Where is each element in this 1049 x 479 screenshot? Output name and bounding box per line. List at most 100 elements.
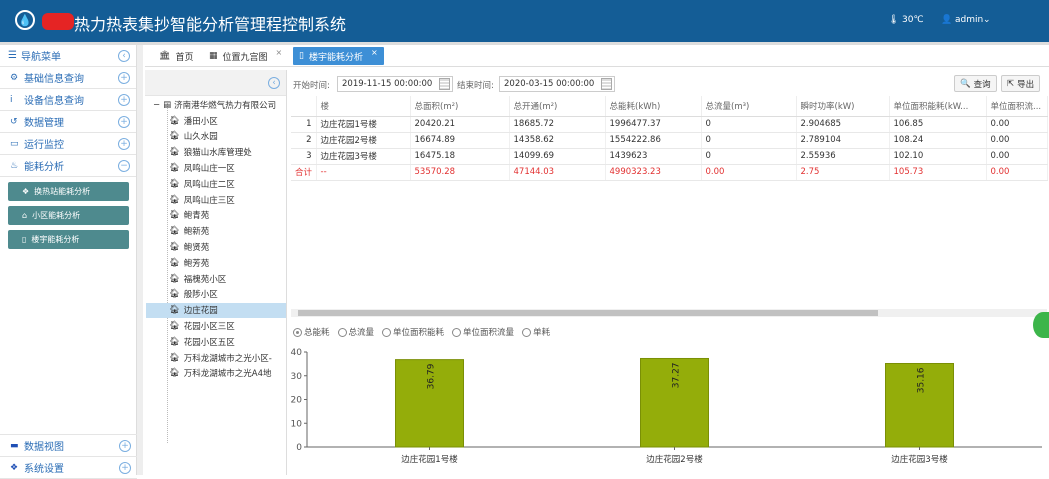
home-icon: 🏠︎ bbox=[169, 305, 180, 316]
column-header[interactable]: 总流量(m³) bbox=[701, 96, 797, 117]
table-cell: 2 bbox=[291, 132, 317, 149]
sidebar-item-2[interactable]: ↺ 数据管理 + bbox=[0, 111, 136, 133]
tree-node[interactable]: 🏠︎ 凤鸣山庄一区 bbox=[169, 160, 286, 175]
tree-node[interactable]: 🏠︎ 福槐苑小区 bbox=[169, 271, 286, 286]
table-horizontal-scrollbar[interactable] bbox=[291, 309, 1047, 317]
bar-data-label: 37.27 bbox=[672, 362, 682, 388]
end-time-label: 结束时间: bbox=[457, 81, 494, 91]
building-icon: ▯ bbox=[22, 235, 27, 244]
calendar-icon[interactable] bbox=[601, 78, 612, 90]
scrollbar-thumb[interactable] bbox=[298, 310, 878, 316]
tab-home[interactable]: 🏛 首页 bbox=[153, 47, 199, 65]
expand-toggle-icon[interactable]: + bbox=[118, 115, 130, 128]
sidebar-item-0[interactable]: ⚙ 基础信息查询 + bbox=[0, 67, 136, 89]
tab-location-grid[interactable]: ▦ 位置九宫图 × bbox=[203, 47, 288, 65]
radio-label: 总能耗 bbox=[304, 328, 330, 338]
tree-toolbar: ‹ bbox=[145, 70, 286, 96]
tree-root[interactable]: − ▤ 济南港华燃气热力有限公司 bbox=[153, 97, 276, 112]
column-header[interactable]: 单位面积流... bbox=[986, 96, 1048, 117]
end-time-input[interactable]: 2020-03-15 00:00:00 bbox=[499, 76, 615, 92]
end-time-value: 2020-03-15 00:00:00 bbox=[504, 79, 595, 89]
tree-node[interactable]: 🏠︎ 鲍贤苑 bbox=[169, 239, 286, 254]
home-icon: 🏠︎ bbox=[169, 147, 180, 158]
sidebar-bottom-item-0[interactable]: ▬ 数据视图 + bbox=[0, 435, 137, 457]
home-icon: 🏠︎ bbox=[169, 336, 180, 347]
submenu-item-1[interactable]: ⌂ 小区能耗分析 bbox=[8, 206, 129, 225]
table-row[interactable]: 2 边庄花园2号楼 16674.89 14358.62 1554222.86 0 2.789… bbox=[291, 132, 1048, 149]
export-button[interactable]: ⇱ 导出 bbox=[1001, 75, 1041, 92]
tree-node[interactable]: 🏠︎ 凤鸣山庄三区 bbox=[169, 192, 286, 207]
tree-node[interactable]: 🏠︎ 花园小区三区 bbox=[169, 318, 286, 333]
user-menu[interactable]: admin bbox=[955, 15, 984, 25]
radio-button[interactable] bbox=[452, 327, 462, 337]
column-header[interactable]: 总面积(m²) bbox=[410, 96, 510, 117]
expand-toggle-icon[interactable]: + bbox=[118, 137, 130, 150]
table-cell: 边庄花园1号楼 bbox=[316, 116, 411, 133]
column-header[interactable]: 总能耗(kWh) bbox=[605, 96, 702, 117]
sidebar-item-4[interactable]: ♨ 能耗分析 − bbox=[0, 155, 136, 177]
expand-toggle-icon[interactable]: + bbox=[119, 461, 131, 474]
org-tree-panel: ‹ − ▤ 济南港华燃气热力有限公司 🏠︎ 潘田小区 🏠︎ 山久水园 🏠︎ 狼猫山水库管理处 🏠… bbox=[145, 70, 287, 475]
tree-root-label: 济南港华燃气热力有限公司 bbox=[174, 100, 277, 111]
submenu-item-2[interactable]: ▯ 楼宇能耗分析 bbox=[8, 230, 129, 249]
close-icon[interactable]: × bbox=[370, 47, 378, 57]
floating-badge[interactable] bbox=[1033, 312, 1049, 338]
expand-toggle-icon[interactable]: + bbox=[118, 93, 130, 106]
expand-toggle-icon[interactable]: − bbox=[118, 159, 130, 172]
expand-toggle-icon[interactable]: + bbox=[118, 71, 130, 84]
paypal-icon: ▬ bbox=[10, 440, 19, 451]
sidebar-item-1[interactable]: i 设备信息查询 + bbox=[0, 89, 136, 111]
tree-node[interactable]: 🏠︎ 花园小区五区 bbox=[169, 334, 286, 349]
close-icon[interactable]: × bbox=[275, 47, 283, 57]
column-header[interactable]: 单位面积能耗(kW... bbox=[889, 96, 987, 117]
collapse-sidebar-icon[interactable]: ‹ bbox=[118, 49, 130, 62]
tree-node[interactable]: 🏠︎ 鲍芳苑 bbox=[169, 255, 286, 270]
tree-node-label: 万科龙湖城市之光小区- bbox=[183, 353, 272, 364]
column-header[interactable]: 楼 bbox=[316, 96, 411, 117]
radio-label: 单耗 bbox=[533, 328, 551, 338]
calendar-icon[interactable] bbox=[439, 78, 450, 90]
tree-node[interactable]: 🏠︎ 狼猫山水库管理处 bbox=[169, 145, 286, 160]
start-time-input[interactable]: 2019-11-15 00:00:00 bbox=[337, 76, 453, 92]
column-header[interactable] bbox=[291, 96, 317, 117]
radio-option[interactable]: 单耗 bbox=[522, 326, 550, 338]
radio-option[interactable]: 单位面积流量 bbox=[452, 326, 514, 338]
tree-node[interactable]: 🏠︎ 边庄花园 bbox=[146, 302, 286, 318]
table-cell: 1 bbox=[291, 116, 317, 133]
tree-node[interactable]: 🏠︎ 潘田小区 bbox=[169, 113, 286, 128]
tree-node[interactable]: 🏠︎ 万科龙湖城市之光A4地 bbox=[169, 366, 286, 381]
sidebar-item-3[interactable]: ▭ 运行监控 + bbox=[0, 133, 136, 155]
tab-building-energy[interactable]: ▯ 楼宇能耗分析 × bbox=[293, 47, 384, 65]
query-button[interactable]: 🔍 查询 bbox=[954, 75, 997, 92]
tree-node[interactable]: 🏠︎ 万科龙湖城市之光小区- bbox=[169, 350, 286, 365]
home-icon: 🏠︎ bbox=[169, 178, 180, 189]
home-icon: 🏠︎ bbox=[169, 257, 180, 268]
table-row[interactable]: 3 边庄花园3号楼 16475.18 14099.69 1439623 0 2.55936 1… bbox=[291, 148, 1048, 165]
radio-option[interactable]: 单位面积能耗 bbox=[382, 326, 444, 338]
sidebar-item-label: 数据管理 bbox=[24, 118, 64, 129]
tree-node[interactable]: 🏠︎ 鲍新苑 bbox=[169, 224, 286, 239]
tree-node-label: 鲍新苑 bbox=[183, 227, 210, 238]
tree-node[interactable]: 🏠︎ 般陟小区 bbox=[169, 287, 286, 302]
table-row[interactable]: 1 边庄花园1号楼 20420.21 18685.72 1996477.37 0 2.904… bbox=[291, 116, 1048, 133]
tree-node-label: 凤鸣山庄二区 bbox=[183, 179, 235, 190]
sidebar-splitter[interactable] bbox=[137, 45, 143, 475]
column-header[interactable]: 总开通(m²) bbox=[509, 96, 606, 117]
tree-node[interactable]: 🏠︎ 鲍青苑 bbox=[169, 208, 286, 223]
radio-option[interactable]: 总能耗 bbox=[293, 326, 330, 338]
radio-option[interactable]: 总流量 bbox=[337, 326, 374, 338]
column-header[interactable]: 瞬时功率(kW) bbox=[796, 96, 890, 117]
radio-button[interactable] bbox=[293, 327, 302, 337]
expand-toggle-icon[interactable]: + bbox=[119, 439, 131, 452]
tree-node[interactable]: 🏠︎ 山久水园 bbox=[169, 129, 286, 144]
tree-node[interactable]: 🏠︎ 凤鸣山庄二区 bbox=[169, 176, 286, 191]
radio-button[interactable] bbox=[337, 327, 347, 337]
sidebar-bottom-item-1[interactable]: ❖ 系统设置 + bbox=[0, 457, 137, 479]
home-icon: 🏠︎ bbox=[169, 131, 180, 142]
chevron-down-icon[interactable]: ⌄ bbox=[983, 15, 991, 25]
bank-icon: 🏛 bbox=[159, 51, 171, 61]
submenu-item-0[interactable]: ❖ 换热站能耗分析 bbox=[8, 182, 129, 201]
radio-button[interactable] bbox=[382, 327, 392, 337]
collapse-tree-icon[interactable]: ‹ bbox=[268, 77, 280, 89]
radio-button[interactable] bbox=[522, 327, 532, 337]
